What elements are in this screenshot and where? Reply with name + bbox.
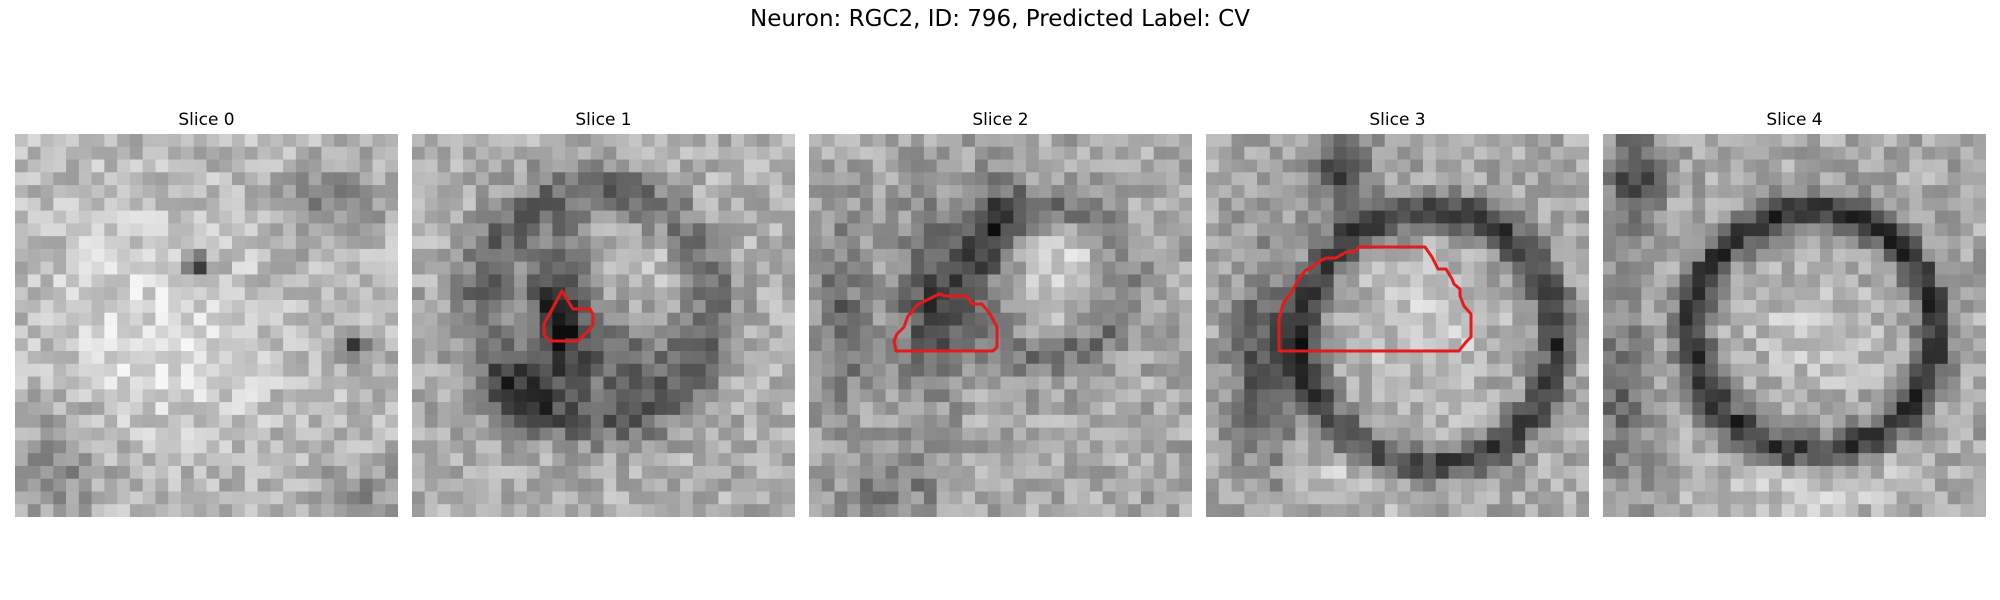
predicted-region-outline xyxy=(542,289,595,343)
slice-title-2: Slice 2 xyxy=(972,110,1029,130)
slice-image-2 xyxy=(809,134,1192,517)
slice-image-0 xyxy=(15,134,398,517)
slice-image-1 xyxy=(412,134,795,517)
slice-title-3: Slice 3 xyxy=(1369,110,1426,130)
slice-image-4 xyxy=(1603,134,1986,517)
slice-title-1: Slice 1 xyxy=(575,110,632,130)
slice-title-4: Slice 4 xyxy=(1766,110,1823,130)
predicted-region-outline xyxy=(892,292,999,353)
predicted-region-outline xyxy=(1277,245,1473,353)
slice-title-0: Slice 0 xyxy=(178,110,235,130)
figure-title: Neuron: RGC2, ID: 796, Predicted Label: … xyxy=(750,6,1250,32)
slice-image-3 xyxy=(1206,134,1589,517)
